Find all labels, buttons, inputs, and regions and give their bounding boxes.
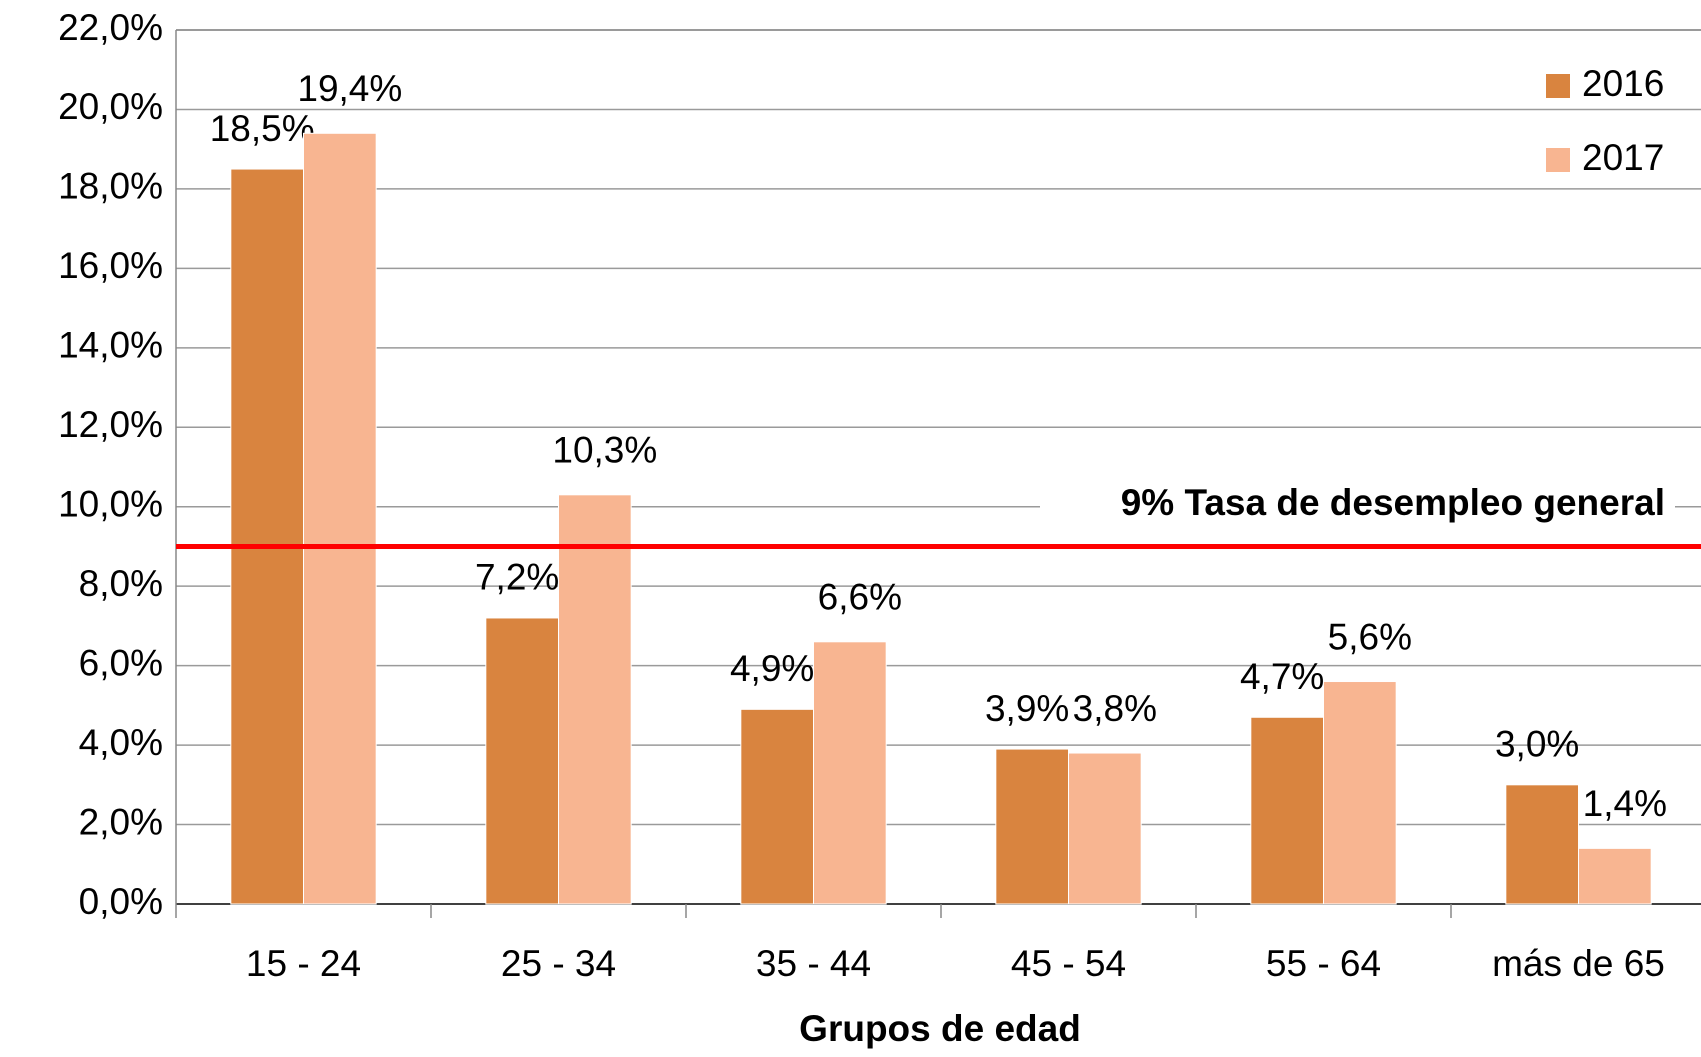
data-label: 18,5%	[210, 108, 315, 149]
bar	[1250, 716, 1324, 905]
legend-label: 2017	[1582, 137, 1664, 178]
legend-swatch	[1546, 148, 1570, 172]
y-tick-label: 22,0%	[58, 7, 163, 48]
x-axis-title: Grupos de edad	[799, 1008, 1081, 1049]
x-tick-label: más de 65	[1492, 943, 1665, 984]
annotation: 9% Tasa de desempleo general	[1121, 482, 1665, 523]
y-tick-label: 16,0%	[58, 245, 163, 286]
bar	[558, 494, 632, 905]
x-tick-label: 15 - 24	[246, 943, 361, 984]
data-label: 4,9%	[730, 648, 814, 689]
x-tick-label: 45 - 54	[1011, 943, 1126, 984]
y-tick-label: 10,0%	[58, 484, 163, 525]
data-label: 7,2%	[475, 557, 559, 598]
bar	[1505, 784, 1579, 905]
y-tick-label: 0,0%	[79, 881, 163, 922]
data-label: 3,8%	[1073, 688, 1157, 729]
bar	[813, 641, 887, 905]
legend-swatch	[1546, 74, 1570, 98]
y-tick-label: 6,0%	[79, 642, 163, 683]
x-tick-label: 25 - 34	[501, 943, 616, 984]
data-label: 3,0%	[1495, 724, 1579, 765]
data-label: 1,4%	[1583, 783, 1667, 824]
x-tick-label: 55 - 64	[1266, 943, 1381, 984]
y-tick-label: 12,0%	[58, 404, 163, 445]
bar	[995, 748, 1070, 905]
legend-label: 2016	[1582, 63, 1664, 104]
data-label: 4,7%	[1240, 656, 1324, 697]
x-tick-label: 35 - 44	[756, 943, 871, 984]
bar	[1323, 681, 1397, 905]
bar	[740, 708, 815, 905]
data-label: 5,6%	[1328, 616, 1412, 657]
y-tick-label: 2,0%	[79, 801, 163, 842]
data-label: 3,9%	[985, 688, 1069, 729]
annotation-bg	[1040, 478, 1675, 531]
bar	[1068, 752, 1142, 905]
data-label: 6,6%	[818, 577, 902, 618]
bar	[303, 132, 377, 905]
bar	[485, 617, 560, 905]
y-tick-label: 20,0%	[58, 86, 163, 127]
bar	[1578, 847, 1652, 905]
y-tick-label: 18,0%	[58, 166, 163, 207]
y-tick-label: 14,0%	[58, 325, 163, 366]
data-label: 19,4%	[297, 68, 402, 109]
data-label: 10,3%	[552, 430, 657, 471]
y-tick-label: 8,0%	[79, 563, 163, 604]
bar	[230, 168, 304, 905]
y-tick-label: 4,0%	[79, 722, 163, 763]
